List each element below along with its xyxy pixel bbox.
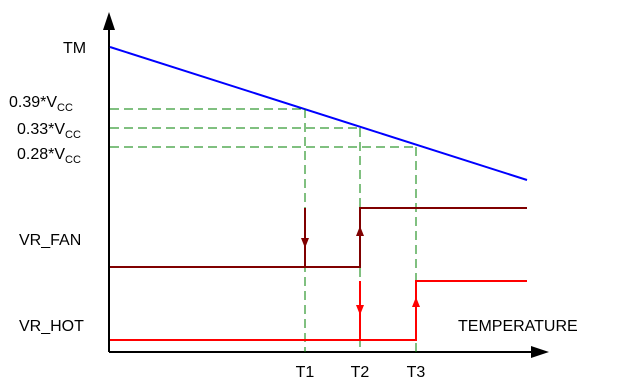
threshold-label-2: 0.33*VCC — [17, 121, 81, 141]
threshold-subscript: CC — [57, 102, 73, 114]
tick-label-t1: T1 — [296, 364, 315, 381]
vr-hot-label: VR_HOT — [19, 318, 84, 335]
threshold-guides — [110, 108, 417, 352]
tm-line — [109, 46, 528, 181]
threshold-label-1: 0.39*VCC — [9, 94, 73, 114]
tm-label: TM — [63, 40, 86, 57]
threshold-label-3: 0.28*VCC — [17, 146, 81, 166]
x-axis-arrowhead — [531, 346, 549, 358]
threshold-subscript: CC — [65, 129, 81, 141]
vr-fan-signal — [110, 207, 527, 268]
tick-label-t2: T2 — [351, 364, 370, 381]
y-axis-arrowhead — [103, 12, 115, 30]
tick-label-t3: T3 — [407, 364, 426, 381]
threshold-coef: 0.39*V — [9, 94, 57, 111]
threshold-coef: 0.33*V — [17, 121, 65, 138]
vr-fan-label: VR_FAN — [19, 232, 81, 249]
axes — [103, 12, 549, 358]
x-axis-label: TEMPERATURE — [458, 318, 578, 335]
vr-hot-signal — [110, 280, 527, 341]
threshold-subscript: CC — [65, 154, 81, 166]
vr-fan-waveform — [110, 207, 527, 268]
threshold-coef: 0.28*V — [17, 146, 65, 163]
